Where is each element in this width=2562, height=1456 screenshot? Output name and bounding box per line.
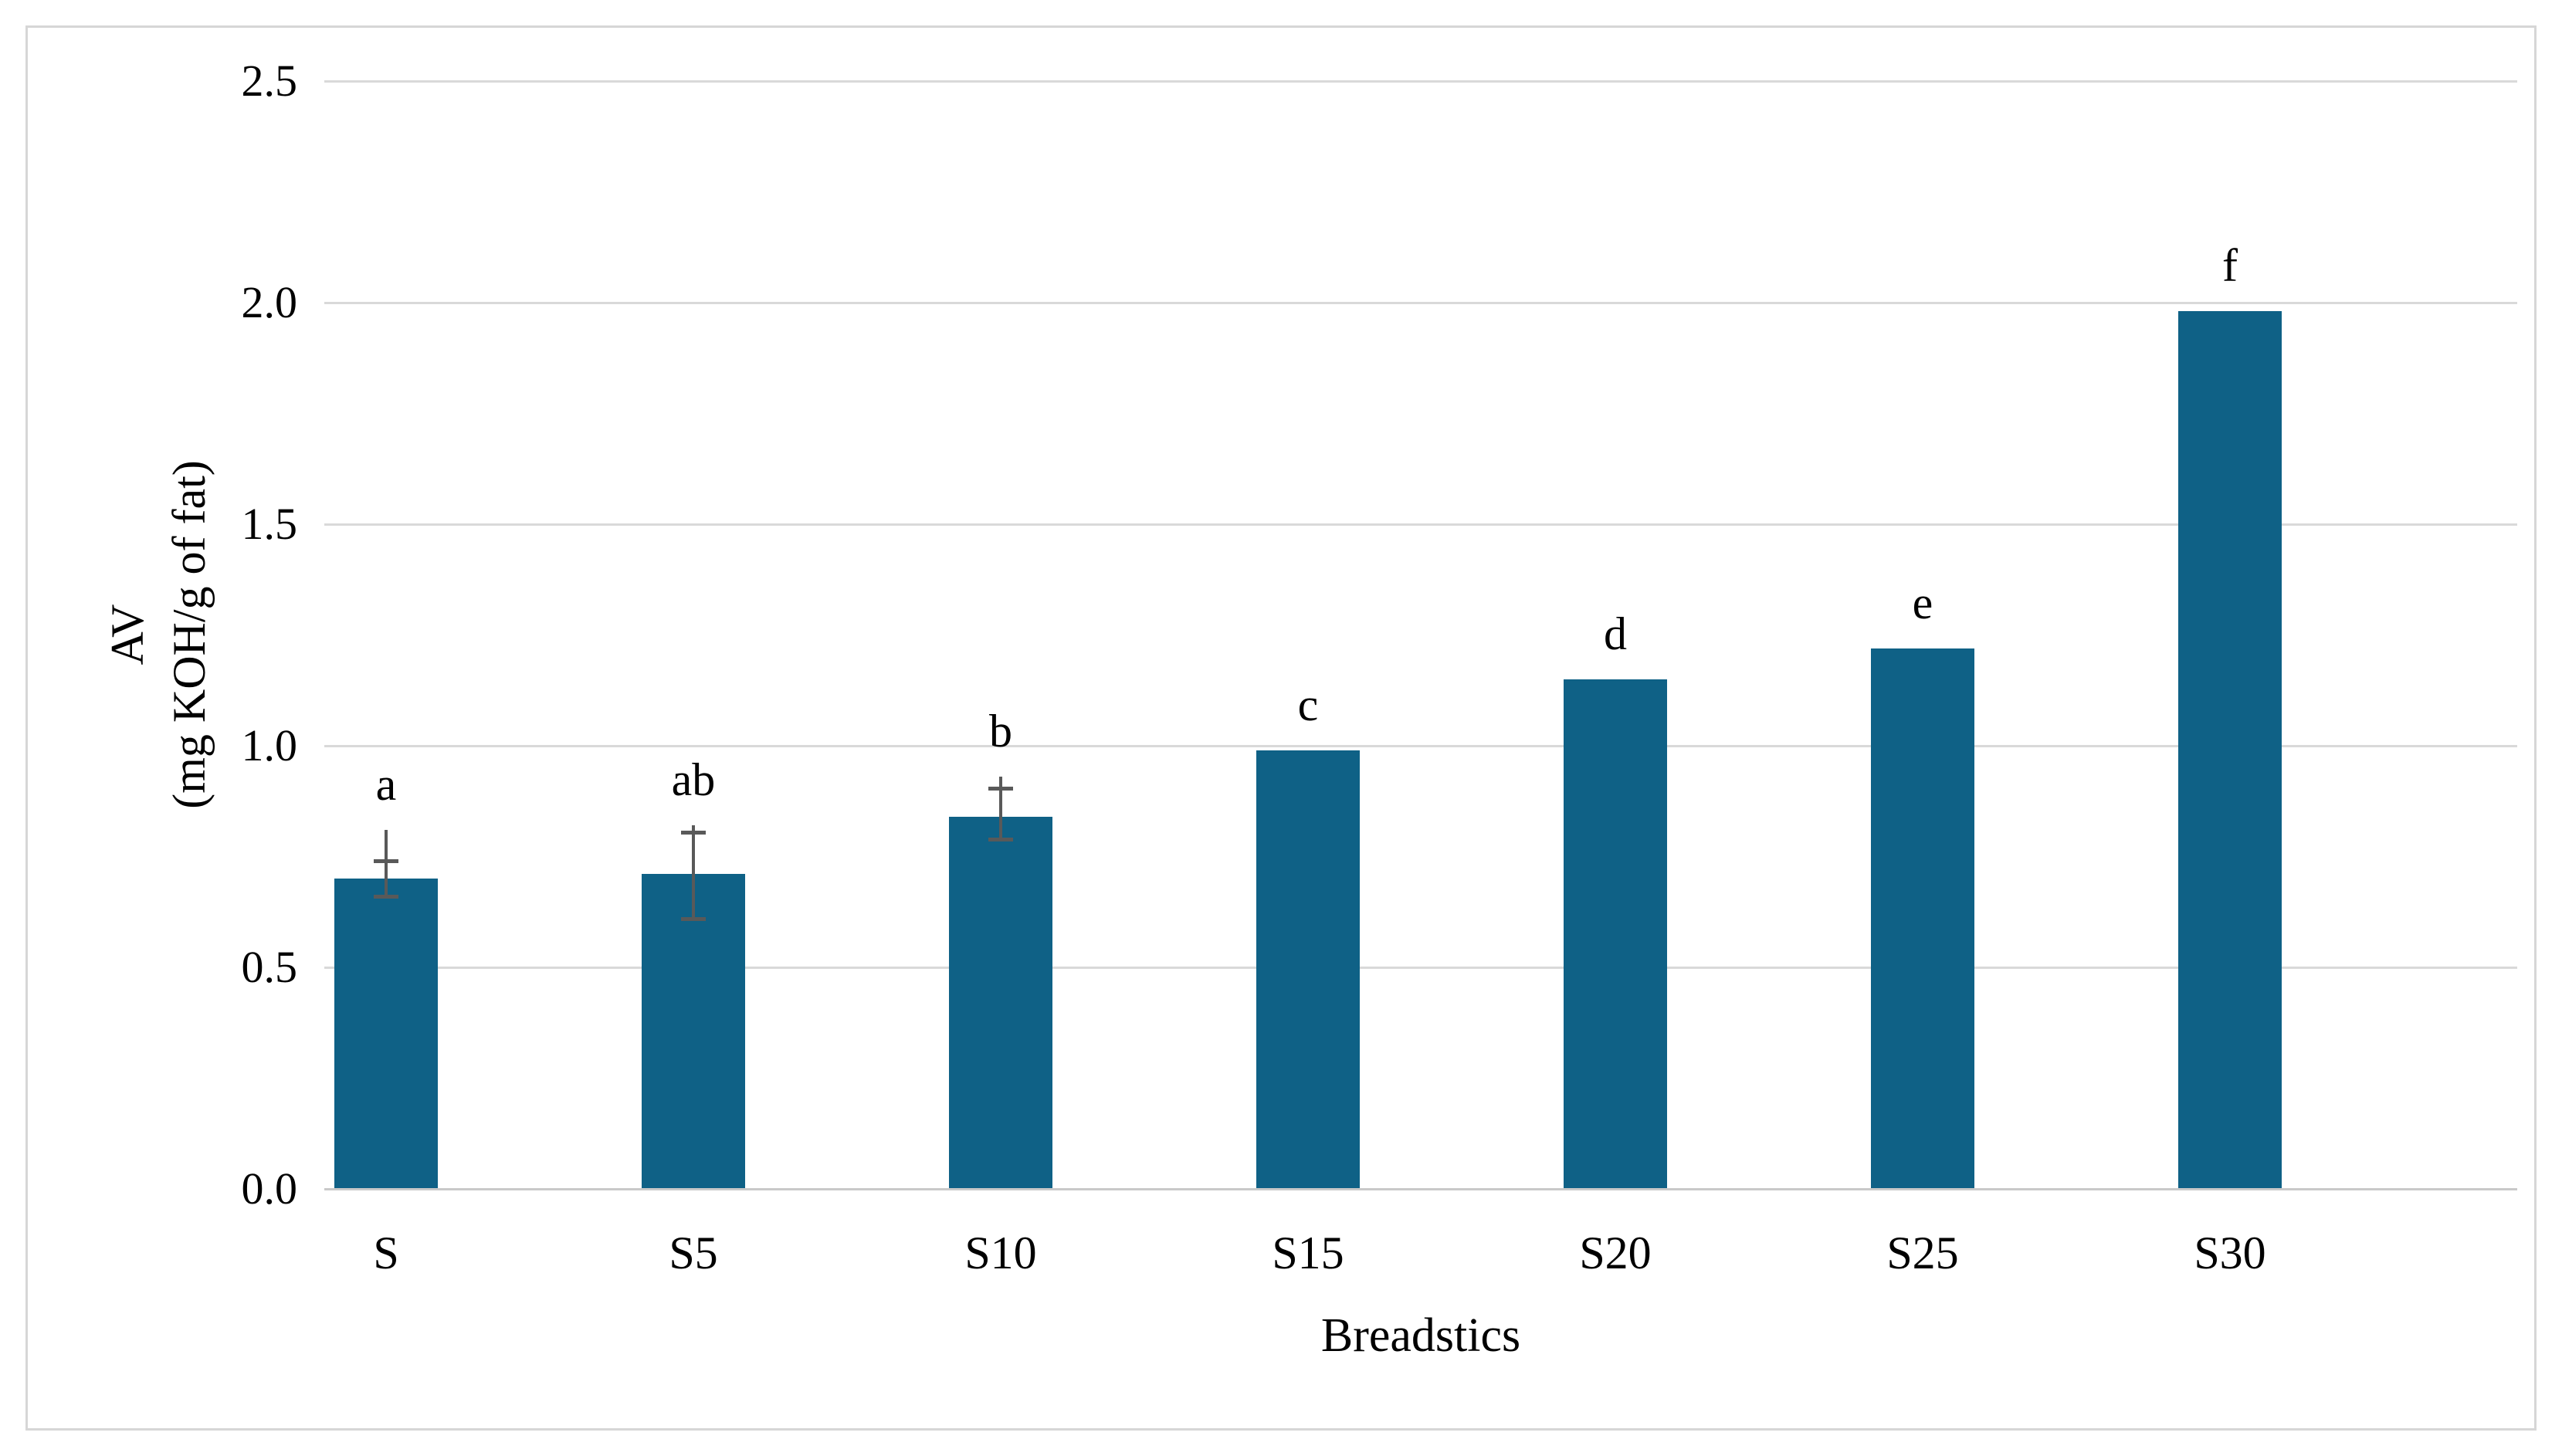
- sig-letter: ab: [671, 754, 716, 806]
- y-axis-tick-label: 0.0: [241, 1163, 298, 1214]
- error-bar-line: [999, 777, 1002, 839]
- bar: [949, 816, 1052, 1189]
- y-axis-title-line1: AV: [102, 604, 153, 665]
- x-axis-category-label: S25: [1886, 1227, 1959, 1278]
- bar: [642, 874, 745, 1189]
- gridline: [324, 80, 2517, 83]
- y-axis-tick-label: 2.0: [241, 277, 298, 327]
- x-axis-category-label: S5: [669, 1227, 718, 1278]
- x-axis-baseline: [324, 1188, 2517, 1190]
- bar: [1564, 679, 1667, 1189]
- sig-letter: d: [1604, 608, 1627, 659]
- y-axis-title-text: AV (mg KOH/g of fat): [97, 17, 220, 1252]
- x-axis-category-label: S: [373, 1227, 399, 1278]
- sig-letter: c: [1297, 679, 1319, 730]
- x-axis-category-label: S20: [1579, 1227, 1652, 1278]
- sig-letter: a: [375, 759, 397, 811]
- error-bar-cap-top: [988, 786, 1013, 791]
- x-axis-category-label: S15: [1272, 1227, 1344, 1278]
- y-axis-tick-label: 1.5: [241, 499, 298, 549]
- x-axis-title: Breadstics: [1320, 1309, 1521, 1362]
- gridline: [324, 523, 2517, 526]
- gridline: [324, 745, 2517, 747]
- gridline: [324, 302, 2517, 304]
- plot-area: a ab b c d e f: [324, 80, 2517, 1190]
- x-axis-category-label: S30: [2194, 1227, 2266, 1278]
- error-bar-cap-bottom: [681, 916, 706, 921]
- sig-letter: b: [989, 706, 1012, 757]
- bar: [2178, 311, 2282, 1189]
- y-axis-tick-label: 2.5: [241, 56, 298, 106]
- error-bar-cap-top: [681, 830, 706, 835]
- bar: [1256, 750, 1360, 1189]
- gridline: [324, 967, 2517, 969]
- sig-letter: f: [2222, 240, 2238, 292]
- sig-letter: e: [1912, 577, 1933, 628]
- bar: [334, 879, 438, 1189]
- y-axis-tick-label: 0.5: [241, 942, 298, 992]
- error-bar-cap-top: [374, 859, 398, 864]
- figure-frame: [25, 25, 2537, 1431]
- bar: [1871, 648, 1974, 1189]
- x-axis-category-label: S10: [964, 1227, 1037, 1278]
- y-axis-tick-label: 1.0: [241, 720, 298, 770]
- error-bar-line: [692, 825, 695, 919]
- error-bar-cap-bottom: [374, 895, 398, 899]
- y-axis-title-line2: (mg KOH/g of fat): [164, 460, 215, 809]
- error-bar-cap-bottom: [988, 837, 1013, 841]
